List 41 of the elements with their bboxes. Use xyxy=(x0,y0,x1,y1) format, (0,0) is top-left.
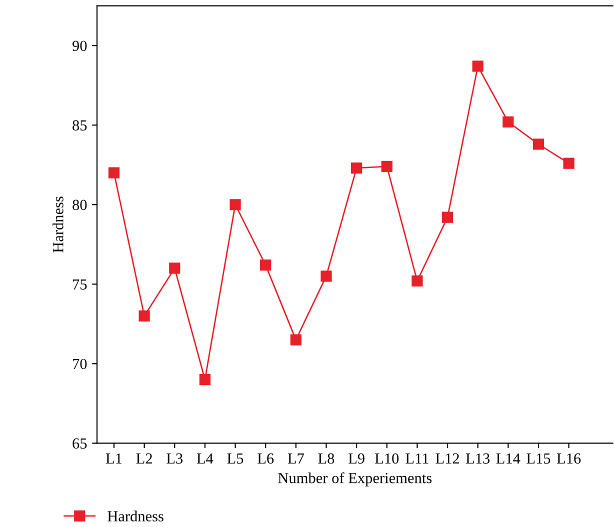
y-tick-label: 90 xyxy=(72,40,87,52)
point xyxy=(260,260,272,271)
point xyxy=(412,275,423,287)
y-tick-label: 70 xyxy=(73,358,87,370)
x-tick-label: L1 xyxy=(106,453,122,464)
x-tick-label: L5 xyxy=(227,454,244,464)
x-tick-label: L4 xyxy=(196,453,214,464)
x-tick-label: L10 xyxy=(375,453,399,464)
y-tick-label: 75 xyxy=(73,279,87,290)
x-tick-label: L16 xyxy=(556,453,581,464)
x-tick-label: L14 xyxy=(496,453,520,464)
point xyxy=(381,160,392,172)
point xyxy=(532,138,544,150)
point xyxy=(563,158,574,169)
legend-label: Hardness xyxy=(108,510,164,522)
point xyxy=(108,167,120,178)
point xyxy=(442,212,454,223)
x-tick-label: L15 xyxy=(526,453,550,464)
x-axis-title: Number of Experiements xyxy=(278,472,432,486)
y-tick-label: 65 xyxy=(72,438,87,449)
y-tick-label: 80 xyxy=(72,200,87,210)
x-tick-label: L6 xyxy=(258,453,274,464)
point xyxy=(472,60,484,72)
point xyxy=(351,162,362,174)
point xyxy=(138,310,150,322)
point xyxy=(290,334,302,346)
y-tick-label: 85 xyxy=(72,120,87,131)
point xyxy=(502,116,514,128)
x-tick-label: L11 xyxy=(406,453,428,464)
x-tick-label: L2 xyxy=(136,453,152,464)
x-tick-label: L7 xyxy=(288,454,304,464)
y-axis-title: Hardness xyxy=(52,196,64,252)
x-tick-label: L13 xyxy=(466,453,490,464)
x-tick-label: L8 xyxy=(318,453,334,464)
point xyxy=(230,199,241,210)
x-tick-label: L9 xyxy=(348,453,364,464)
point xyxy=(169,262,180,274)
x-tick-label: L12 xyxy=(436,453,459,464)
point xyxy=(320,270,332,282)
x-tick-label: L3 xyxy=(166,453,183,464)
point xyxy=(199,374,211,386)
